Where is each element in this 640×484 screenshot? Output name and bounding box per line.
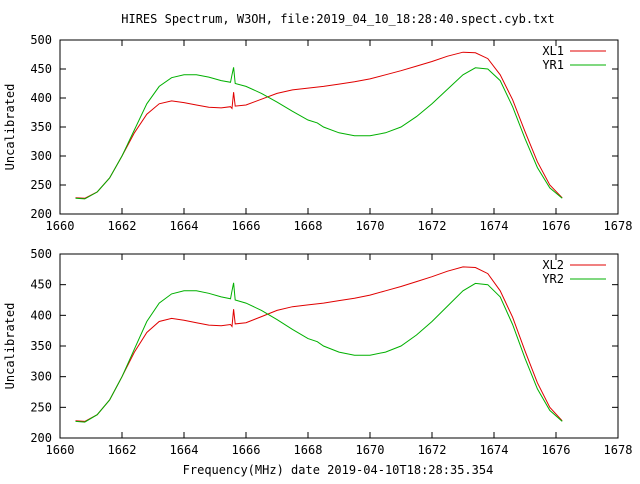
- series-line-yr1: [75, 67, 563, 200]
- plot-frame: [59, 253, 619, 439]
- x-tick-label: 1676: [542, 219, 571, 233]
- y-tick-label: 500: [30, 33, 52, 47]
- x-tick-label: 1660: [46, 219, 75, 233]
- x-tick-label: 1678: [604, 219, 633, 233]
- x-axis-label: Frequency(MHz) date 2019-04-10T18:28:35.…: [183, 463, 494, 477]
- plot-frame: [59, 39, 619, 215]
- y-tick-label: 400: [30, 91, 52, 105]
- series-line-xl1: [75, 51, 563, 199]
- x-tick-label: 1670: [356, 443, 385, 457]
- legend-label-xl2: XL2: [542, 258, 564, 272]
- legend-label-xl1: XL1: [542, 44, 564, 58]
- y-tick-label: 350: [30, 120, 52, 134]
- chart-title: HIRES Spectrum, W3OH, file:2019_04_10_18…: [121, 12, 554, 26]
- y-tick-label: 450: [30, 278, 52, 292]
- y-tick-label: 300: [30, 149, 52, 163]
- y-tick-label: 450: [30, 62, 52, 76]
- x-tick-label: 1664: [170, 219, 199, 233]
- series-line-xl2: [75, 266, 563, 422]
- x-tick-label: 1662: [108, 443, 137, 457]
- y-axis-label: Uncalibrated: [3, 84, 17, 171]
- y-tick-label: 300: [30, 370, 52, 384]
- x-tick-label: 1676: [542, 443, 571, 457]
- x-tick-label: 1674: [480, 443, 509, 457]
- x-tick-label: 1672: [418, 219, 447, 233]
- x-tick-label: 1668: [294, 219, 323, 233]
- legend-label-yr1: YR1: [542, 58, 564, 72]
- x-tick-label: 1662: [108, 219, 137, 233]
- x-tick-label: 1666: [232, 219, 261, 233]
- legend-label-yr2: YR2: [542, 272, 564, 286]
- y-tick-label: 200: [30, 207, 52, 221]
- y-tick-label: 400: [30, 308, 52, 322]
- x-tick-label: 1668: [294, 443, 323, 457]
- y-tick-label: 350: [30, 339, 52, 353]
- plot-panel-top: 1660 1662 1664 1666 1668 1670 1672 1674 1676 1678…: [3, 33, 632, 233]
- y-tick-label: 500: [30, 247, 52, 261]
- x-tick-label: 1670: [356, 219, 385, 233]
- plot-panel-bottom: 1660 1662 1664 1666 1668 1670 1672 1674 1676 1678…: [3, 247, 632, 457]
- x-tick-label: 1664: [170, 443, 199, 457]
- x-tick-label: 1678: [604, 443, 633, 457]
- x-tick-label: 1672: [418, 443, 447, 457]
- x-tick-label: 1674: [480, 219, 509, 233]
- series-line-yr2: [75, 282, 563, 423]
- y-axis-label: Uncalibrated: [3, 303, 17, 390]
- y-tick-label: 250: [30, 178, 52, 192]
- y-tick-label: 250: [30, 400, 52, 414]
- x-tick-label: 1666: [232, 443, 261, 457]
- x-tick-label: 1660: [46, 443, 75, 457]
- y-tick-label: 200: [30, 431, 52, 445]
